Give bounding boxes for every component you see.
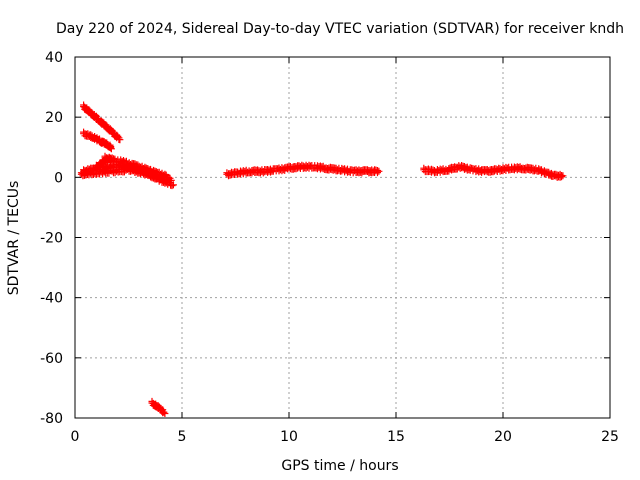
y-tick-label: -60 (40, 351, 63, 367)
y-tick-label: -40 (40, 291, 63, 307)
series-arc-8 (223, 161, 383, 180)
series-markers (420, 162, 567, 181)
series-markers (80, 101, 124, 144)
y-tick-label: 0 (54, 170, 63, 186)
data-series (77, 101, 567, 417)
series-markers (223, 161, 383, 180)
x-tick-label: 0 (71, 429, 80, 445)
y-axis-label: SDTVAR / TECUs (6, 181, 22, 296)
chart-title: Day 220 of 2024, Sidereal Day-to-day VTE… (56, 21, 624, 37)
axis-ticks: 0 5 10 15 20 25 -80 -60 -40 -20 0 20 40 (40, 50, 619, 445)
series-arc-1 (80, 101, 124, 144)
y-tick-label: -80 (40, 411, 63, 427)
x-tick-label: 20 (494, 429, 512, 445)
series-arc-9 (420, 162, 567, 181)
x-tick-label: 15 (387, 429, 405, 445)
x-tick-label: 10 (280, 429, 298, 445)
series-markers (77, 165, 169, 183)
y-tick-label: 40 (45, 50, 63, 66)
series-arc-7 (148, 397, 169, 417)
series-arc-2 (80, 128, 115, 153)
y-tick-label: -20 (40, 231, 63, 247)
series-markers (80, 128, 115, 153)
x-tick-label: 25 (601, 429, 619, 445)
grid-lines (75, 57, 610, 418)
series-arc-5 (77, 165, 169, 183)
x-axis-label: GPS time / hours (281, 458, 398, 474)
y-tick-label: 20 (45, 110, 63, 126)
series-markers (148, 397, 169, 417)
series-markers (92, 154, 115, 171)
x-tick-label: 5 (178, 429, 187, 445)
series-arc-6 (92, 154, 115, 171)
